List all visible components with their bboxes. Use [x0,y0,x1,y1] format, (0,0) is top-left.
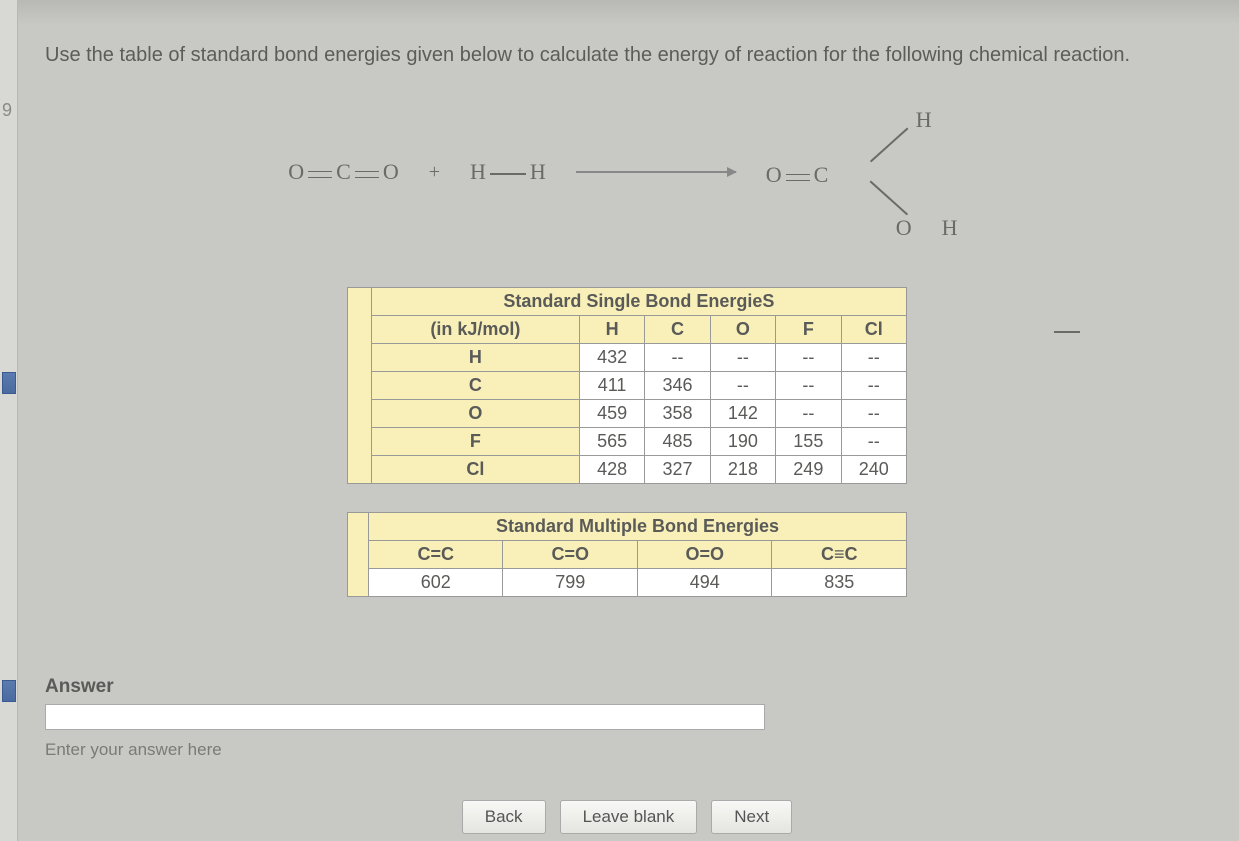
atom-o: O [383,159,399,184]
col-cc-triple: C≡C [772,541,907,569]
atom-h: H [530,159,546,184]
multiple-bond-energies-table: Standard Multiple Bond Energies C=C C=O … [347,512,907,597]
table-row: C411346------ [348,372,907,400]
sidebar-marker-2 [2,680,16,702]
answer-section: Answer Enter your answer here Back Leave… [45,676,1209,834]
atom-h: H [470,159,486,184]
reaction-arrow-icon [576,171,736,173]
table2-title: Standard Multiple Bond Energies [369,513,907,541]
col-o: O [710,316,775,344]
sidebar-marker-1 [2,372,16,394]
single-bond-energies-table: Standard Single Bond EnergieS (in kJ/mol… [347,287,907,484]
col-f: F [776,316,841,344]
col-h: H [579,316,644,344]
atom-o: O [896,215,912,240]
atom-o: O [288,159,304,184]
question-prompt: Use the table of standard bond energies … [45,44,1209,67]
atom-o: O [766,162,782,187]
back-button[interactable]: Back [462,800,546,834]
leave-blank-button[interactable]: Leave blank [560,800,698,834]
col-co-double: C=O [503,541,637,569]
col-c: C [645,316,710,344]
col-cl: Cl [841,316,906,344]
table-row: Cl428327218249240 [348,456,907,484]
product-formic-acid: O C H O H [766,107,966,237]
question-number: 9 [2,100,12,121]
unit-label: (in kJ/mol) [371,316,579,344]
question-content: Use the table of standard bond energies … [45,44,1209,627]
answer-input[interactable] [45,704,765,730]
atom-c: C [336,159,351,184]
top-shadow [18,0,1239,26]
reactant-h2: HH [470,159,546,185]
col-cc-double: C=C [369,541,503,569]
table-row: H432-------- [348,344,907,372]
chemical-equation: OCO + HH OC H OH [45,107,1209,237]
next-button[interactable]: Next [711,800,792,834]
answer-label: Answer [45,676,1209,698]
table-row: F565485190155-- [348,428,907,456]
answer-hint: Enter your answer here [45,740,1209,760]
data-tables: Standard Single Bond EnergieS (in kJ/mol… [45,287,1209,597]
table-row: 602 799 494 835 [348,569,907,597]
atom-c: C [814,162,829,187]
table1-title: Standard Single Bond EnergieS [371,288,906,316]
atom-h: H [942,215,958,240]
plus-sign: + [429,161,440,184]
reactant-co2: OCO [288,159,398,185]
left-sidebar-edge [0,0,18,841]
nav-buttons: Back Leave blank Next [45,800,1209,834]
col-oo-double: O=O [637,541,771,569]
atom-h: H [916,107,932,133]
table-row: O459358142---- [348,400,907,428]
